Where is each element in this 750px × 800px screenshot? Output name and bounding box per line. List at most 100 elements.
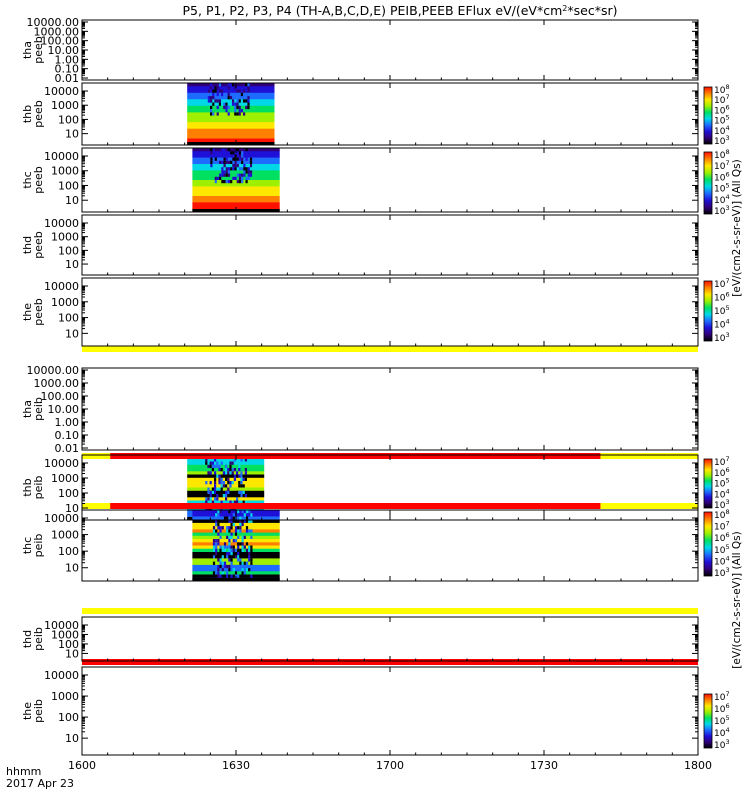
spectrogram-row: [187, 487, 265, 492]
spectrogram-cell: [238, 176, 242, 181]
y-tick-label: 100: [58, 113, 79, 126]
colorbar-tick-base: 10: [714, 729, 726, 739]
spectrogram-cell: [227, 112, 230, 117]
colorbar-tick-exp: 6: [725, 170, 729, 178]
spectrogram-cell: [230, 526, 233, 530]
spectrogram-cell: [217, 513, 220, 517]
colorbar: [703, 151, 713, 215]
spectrogram-cell: [223, 564, 227, 569]
spectrogram-cell: [234, 539, 238, 543]
spectrogram-cell: [225, 109, 228, 113]
spectrogram-cell: [220, 477, 223, 482]
colorbar-tick-label: 104: [714, 554, 730, 567]
spectrogram-cell: [214, 487, 217, 492]
y-tick-label: 1.00: [55, 416, 80, 429]
spectrogram-cell: [219, 574, 222, 579]
colorbar: [703, 693, 713, 749]
spectrogram-cell: [247, 105, 250, 110]
spectrogram-cell: [230, 574, 233, 579]
spectrogram-cell: [223, 545, 227, 550]
spectrogram-cell: [239, 555, 242, 559]
spectrogram-cell: [227, 96, 230, 100]
spectrogram-cell: [244, 458, 247, 462]
spectrogram-cell: [217, 519, 220, 524]
spectrogram-cell: [247, 173, 250, 178]
spectrogram-cell: [239, 529, 242, 533]
spectrogram-cell: [234, 105, 237, 110]
spectrogram-cell: [241, 542, 244, 546]
spectrogram-cell: [238, 474, 241, 479]
colorbar-tick-base: 10: [714, 96, 726, 106]
spectrogram-cell: [212, 92, 215, 97]
y-tick-label: 10000.00: [27, 16, 80, 29]
spectrogram-cell: [226, 552, 229, 556]
spectrogram-cell: [214, 458, 217, 462]
y-tick-label: 1000.00: [34, 377, 80, 390]
panel-frame: [81, 616, 699, 662]
spectrogram-cell: [236, 497, 239, 501]
spectrogram-cell: [207, 99, 210, 103]
spectrogram-cell: [212, 539, 216, 543]
spectrogram-cell: [238, 461, 241, 466]
spectrogram-row: [187, 92, 275, 97]
spectrogram-cell: [239, 542, 242, 546]
spectrogram-cell: [243, 561, 246, 566]
spectrogram-cell: [214, 157, 217, 162]
spectrogram-cell: [205, 461, 208, 466]
spectrogram-cell: [219, 548, 222, 553]
spectrogram-cell: [215, 552, 218, 556]
spectrogram-cell: [232, 176, 235, 181]
spectrogram-cell: [214, 86, 217, 90]
spectrogram-cell: [240, 490, 243, 495]
colorbar-tick-label: 105: [714, 714, 730, 727]
panel-label: thcpeib: [21, 534, 45, 558]
spectrogram-cell: [219, 561, 222, 566]
spectrogram-cell: [218, 99, 221, 103]
spectrogram-cell: [209, 490, 212, 495]
spectrogram-cell: [250, 548, 253, 553]
spectrogram-cell: [225, 173, 228, 178]
y-tick-label: 10: [65, 327, 79, 340]
spectrogram-cell: [227, 487, 230, 492]
colorbar-tick-exp: 3: [725, 566, 729, 574]
spectrogram-cell: [209, 461, 212, 466]
spectrogram-cell: [225, 494, 228, 498]
spectrogram-cell: [228, 574, 231, 579]
spectrogram-cell: [217, 558, 220, 562]
spectrogram-cell: [223, 548, 227, 553]
spectrogram-cell: [207, 89, 210, 94]
spectrogram-cell: [225, 105, 228, 110]
spectrogram-cell: [220, 468, 223, 472]
colorbar-tick-base: 10: [714, 207, 726, 217]
spectrogram-row: [192, 552, 280, 556]
spectrogram-cell: [220, 461, 223, 466]
spectrogram-cell: [228, 558, 231, 562]
colorbar-tick-label: 108: [714, 83, 730, 96]
colorbar-tick-exp: 6: [725, 702, 729, 710]
spectrogram-cell: [239, 516, 242, 521]
spectrogram-cell: [227, 92, 230, 97]
spectrogram-cell: [225, 160, 228, 165]
spectrogram-cell: [238, 157, 242, 162]
spectrogram-cell: [221, 545, 224, 550]
spectrogram-cell: [207, 490, 210, 495]
y-tick-label: 10: [65, 502, 79, 515]
spectrogram-cell: [241, 180, 244, 184]
colorbar-tick-label: 103: [714, 566, 730, 579]
spectrogram-cell: [216, 497, 219, 501]
spectrogram-cell: [243, 545, 246, 550]
spectrogram-cell: [221, 92, 224, 97]
spectrogram-cell: [241, 539, 244, 543]
spectrogram-cell: [221, 516, 224, 521]
spectrogram-cell: [212, 96, 215, 100]
spectrogram-cell: [217, 510, 220, 514]
spectrogram-cell: [216, 487, 219, 492]
spectrogram-cell: [216, 92, 219, 97]
colorbar-tick-label: 103: [714, 498, 730, 511]
spectrogram-cell: [215, 571, 218, 575]
y-tick-label: 10000: [44, 150, 79, 163]
spectrogram-cell: [225, 497, 228, 501]
spectrogram-cell: [225, 157, 228, 162]
spectrogram-cell: [214, 497, 217, 501]
spectrogram-cell: [210, 99, 213, 103]
